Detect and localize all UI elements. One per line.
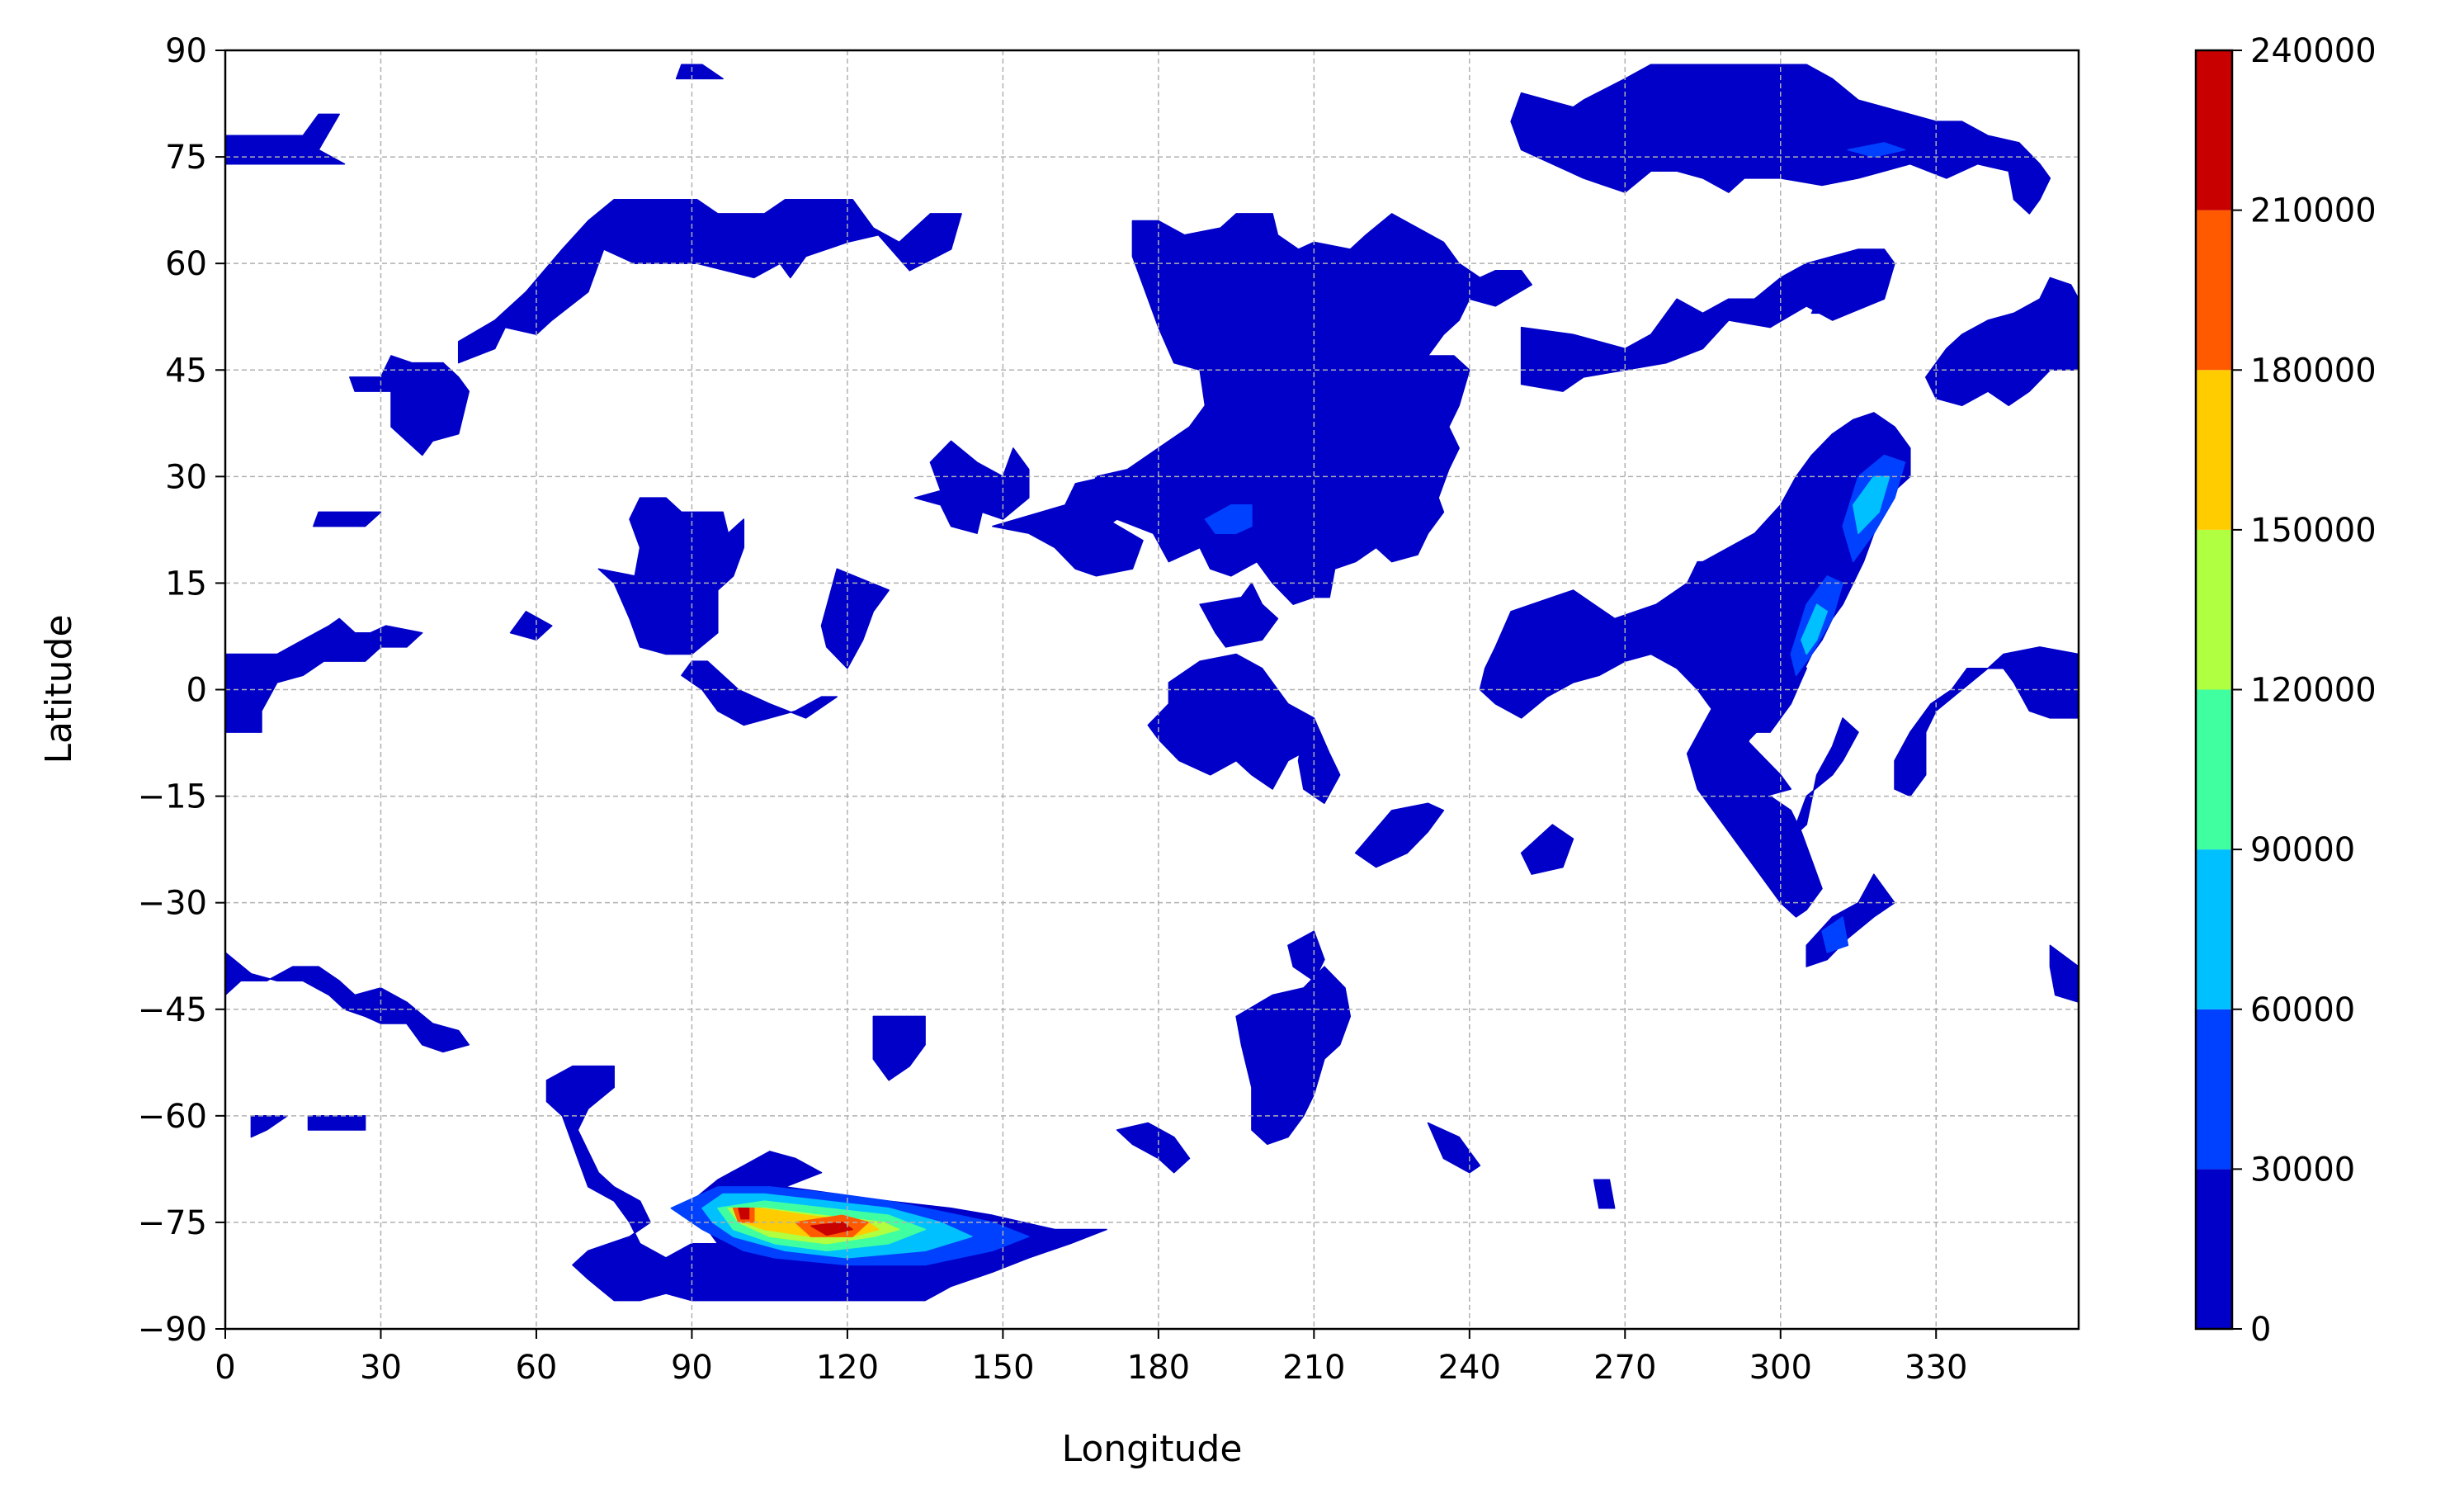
y-tick-label: 0 [186,672,207,710]
colorbar-band [2196,370,2232,530]
colorbar-band [2196,689,2232,850]
y-axis-title: Latitude [38,614,80,764]
contour-region-level-0 [681,660,838,726]
y-tick-label: 90 [165,32,207,70]
x-tick-label: 330 [1905,1349,1967,1387]
y-axis-ticks: 90 75 60 45 30 15 0 −15 −30 −45 −60 −75 −90 [138,32,225,1349]
colorbar-band [2196,529,2232,690]
y-tick-label: −60 [138,1098,207,1136]
contour-region-level-0 [1520,824,1574,875]
contour-region-level-0 [1593,1179,1616,1209]
colorbar-tick-label: 240000 [2250,32,2377,70]
colorbar-tick-label: 0 [2250,1311,2271,1349]
contour-fills [225,64,2079,1302]
x-tick-label: 120 [816,1349,879,1387]
x-axis-title: Longitude [1062,1428,1243,1470]
x-tick-label: 60 [515,1349,557,1387]
contour-region-level-0 [1079,213,1532,605]
contour-region-level-0 [1924,277,2079,407]
colorbar-band [2196,1169,2232,1329]
y-tick-label: 60 [165,245,207,283]
contour-region-level-2 [1801,603,1829,655]
y-tick-label: 45 [165,352,207,390]
colorbar-band [2196,50,2232,210]
x-axis-ticks: 0 30 60 90 120 150 180 210 240 270 300 330 [215,1329,1967,1387]
y-tick-label: 75 [165,139,207,177]
x-tick-label: 240 [1438,1349,1501,1387]
colorbar-bands [2196,50,2232,1329]
x-tick-label: 150 [971,1349,1034,1387]
contour-region-level-0 [913,440,1030,534]
contour-region-level-0 [349,355,470,456]
x-tick-label: 0 [215,1349,235,1387]
contour-region-level-0 [597,497,745,655]
colorbar: 0 30000 60000 90000 120000 150000 180000 210000… [2194,32,2377,1349]
contour-region-level-0 [1287,930,1325,982]
contour-region-level-0 [1354,802,1445,868]
x-tick-label: 270 [1593,1349,1656,1387]
contour-region-level-0 [1116,1122,1191,1174]
contour-region-level-2 [1852,475,1890,534]
y-tick-label: −30 [138,885,207,923]
y-tick-label: 15 [165,565,207,603]
contour-region-level-1 [1847,142,1906,158]
contour-region-level-0 [1810,291,1849,314]
x-tick-label: 300 [1749,1349,1812,1387]
contour-region-level-0 [225,952,470,1053]
colorbar-band [2196,210,2232,371]
x-tick-label: 180 [1127,1349,1190,1387]
colorbar-tick-label: 90000 [2250,831,2355,869]
contour-region-level-0 [225,113,346,165]
contour-region-level-0 [313,511,382,527]
contour-region-level-0 [1199,582,1279,648]
contour-region-level-0 [1510,64,2051,215]
colorbar-tick-label: 180000 [2250,352,2377,390]
y-tick-label: −15 [138,778,207,816]
colorbar-tick-label: 150000 [2250,512,2377,550]
colorbar-band [2196,1009,2232,1170]
contour-region-level-0 [1894,646,2079,797]
contour-region-level-0 [307,1115,366,1131]
contour-region-level-0 [820,568,890,669]
x-tick-label: 210 [1282,1349,1345,1387]
contour-region-level-0 [1790,717,1859,839]
plot-area: 0 30 60 90 120 150 180 210 240 270 300 330 90756045… [138,32,2080,1387]
contour-region-level-0 [675,64,724,80]
contour-region-level-0 [1147,653,1315,790]
x-tick-label: 90 [671,1349,713,1387]
colorbar-tick-label: 60000 [2250,991,2355,1029]
colorbar-tick-label: 30000 [2250,1151,2355,1189]
colorbar-band [2196,849,2232,1009]
contour-region-level-0 [225,617,423,733]
colorbar-tick-label: 120000 [2250,672,2377,710]
x-tick-label: 30 [360,1349,402,1387]
y-tick-label: −90 [138,1311,207,1349]
contour-region-level-0 [872,1015,926,1081]
y-tick-label: −75 [138,1204,207,1242]
grid-lines [225,50,2079,1329]
colorbar-ticks: 0 30000 60000 90000 120000 150000 180000 210000… [2232,32,2377,1349]
y-tick-label: −45 [138,991,207,1029]
y-tick-label: 30 [165,458,207,496]
contour-region-level-1 [1204,504,1253,534]
contour-region-level-7 [810,1222,853,1236]
contour-region-level-0 [2049,944,2079,1003]
contour-region-level-7 [738,1207,750,1220]
contour-region-level-0 [1427,1122,1481,1174]
colorbar-tick-label: 210000 [2250,192,2377,230]
contour-region-level-1 [1821,916,1849,953]
